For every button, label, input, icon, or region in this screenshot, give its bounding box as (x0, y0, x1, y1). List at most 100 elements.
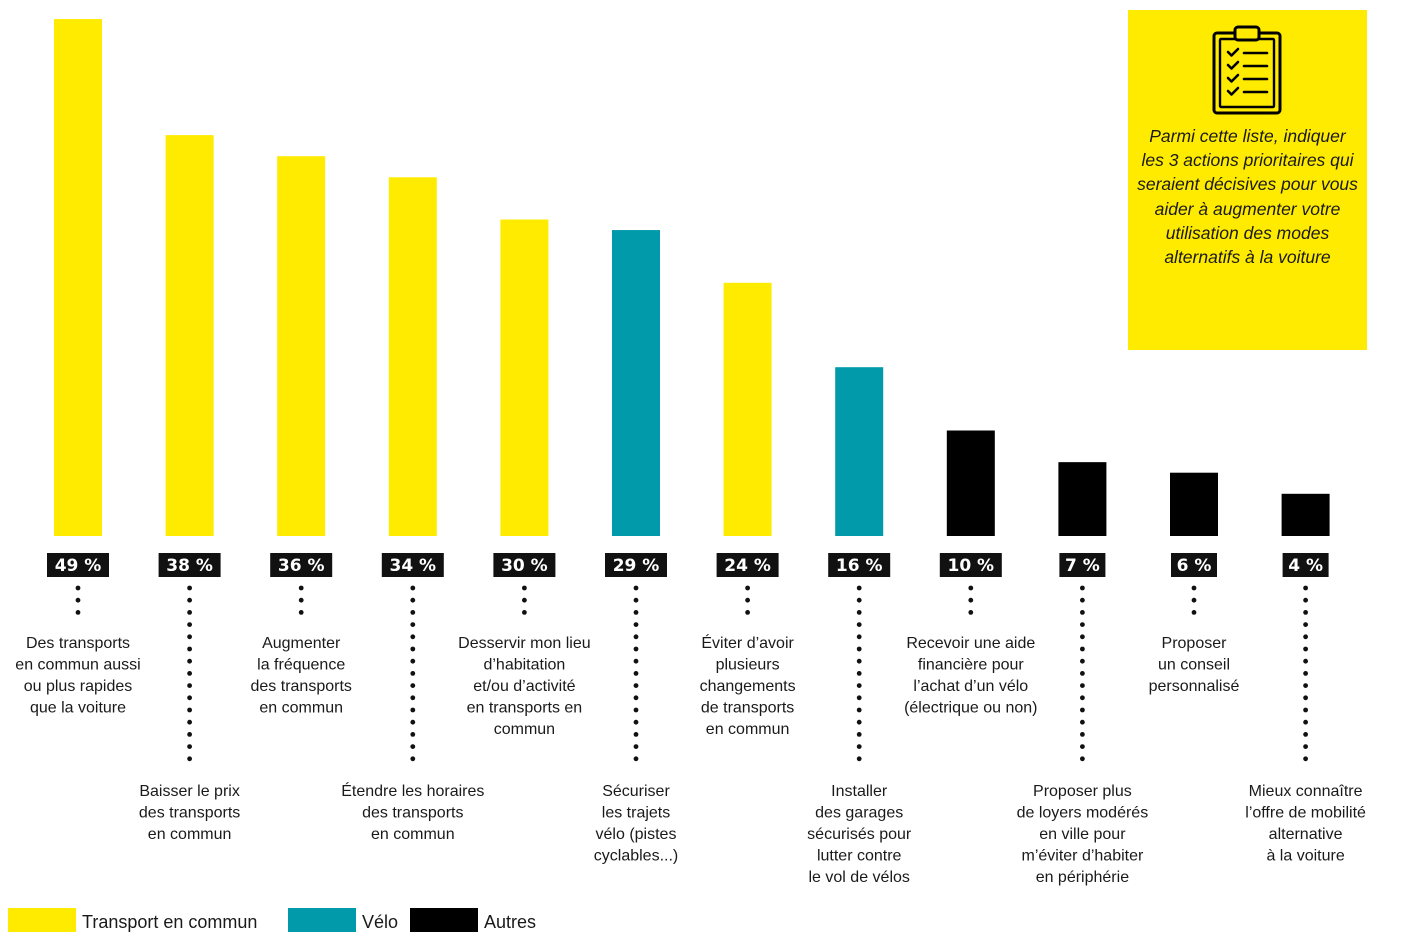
legend-label-autres: Autres (484, 912, 537, 932)
leader-dot (187, 719, 193, 725)
leader-dot (1080, 634, 1085, 640)
leader-dot (856, 610, 862, 615)
value-badge-7 (716, 553, 779, 577)
legend-swatch-transport (8, 908, 76, 932)
value-label-8: 16 % (836, 556, 883, 576)
leader-dot (410, 646, 416, 652)
leader-dot (633, 646, 639, 652)
leader-dot (633, 622, 639, 627)
leader-dot (968, 597, 974, 603)
leader-dot (633, 671, 639, 676)
bar-5 (500, 219, 549, 536)
clipboard-checklist-icon (1212, 25, 1282, 115)
leader-lines (75, 585, 1308, 762)
leader-dot (968, 610, 974, 615)
leader-dot (75, 597, 81, 603)
leader-dot (633, 719, 639, 725)
leader-dot (633, 756, 639, 762)
value-badge-5 (493, 553, 556, 577)
bar-12 (1281, 493, 1330, 536)
category-label-8: Installer des garages sécurisés pour lutter… (807, 783, 912, 886)
leader-dot (187, 646, 193, 652)
leader-dot (410, 597, 416, 603)
value-label-1: 49 % (55, 556, 102, 576)
leader-dot (187, 658, 193, 664)
category-label-5: Desservir mon lieu d’habitation et/ou d’ac… (458, 635, 590, 738)
leader-dot (410, 683, 416, 688)
leader-dot (1303, 707, 1308, 713)
leader-dot (410, 610, 416, 615)
bars (54, 19, 1330, 537)
leader-dot (856, 585, 862, 591)
bar-4 (388, 177, 437, 537)
bar-3 (277, 156, 326, 536)
bar-11 (1170, 472, 1218, 536)
leader-dot (187, 597, 193, 603)
leader-dot (187, 707, 193, 713)
leader-dot (1303, 658, 1308, 664)
category-label-1: Des transports en commun aussi ou plus rap… (15, 635, 140, 717)
value-labels: 49 % 38 % 36 % 34 % 30 % 29 % 24 % 16 % 10 % 7 % 6… (47, 553, 1329, 577)
leader-dot (187, 634, 193, 640)
leader-dot (745, 597, 750, 603)
leader-dot (856, 683, 862, 688)
leader-dot (745, 610, 750, 615)
leader-dot (187, 585, 193, 591)
leader-dot (1080, 622, 1085, 627)
leader-dot (1191, 597, 1197, 603)
leader-dot (633, 658, 639, 664)
leader-dot (856, 634, 862, 640)
legend: Transport en commun Vélo Autres (8, 906, 1398, 936)
leader-dot (1303, 671, 1308, 676)
leader-dot (856, 671, 862, 676)
value-label-12: 4 % (1288, 556, 1323, 576)
leader-dot (1080, 719, 1085, 725)
category-label-3: Augmenter la fréquence des transports en co… (251, 635, 352, 717)
leader-dot (1303, 622, 1308, 627)
leader-dot (410, 658, 416, 664)
leader-dot (1303, 719, 1308, 725)
leader-dot (856, 597, 862, 603)
category-labels: Des transports en commun aussi ou plus rap… (15, 633, 1366, 886)
leader-dot (1080, 744, 1085, 749)
leader-dot (1303, 585, 1308, 591)
legend-label-transport: Transport en commun (82, 912, 258, 932)
leader-dot (1303, 683, 1308, 688)
value-badge-12 (1282, 553, 1329, 577)
bar-10 (1058, 462, 1107, 536)
value-badge-11 (1171, 553, 1217, 577)
leader-dot (1080, 707, 1085, 713)
leader-dot (856, 695, 862, 701)
leader-dot (187, 622, 193, 627)
category-label-2: Baisser le prix des transports en commun (139, 783, 240, 843)
leader-dot (856, 719, 862, 725)
leader-dot (410, 695, 416, 701)
category-label-9: Recevoir une aide financière pour l’achat … (904, 635, 1037, 717)
leader-dot (1303, 732, 1308, 737)
bar-1 (54, 19, 102, 537)
value-label-5: 30 % (501, 556, 548, 576)
bar-6 (612, 230, 660, 537)
leader-dot (1303, 744, 1308, 749)
leader-dot (1080, 695, 1085, 701)
bar-2 (165, 135, 214, 536)
category-label-10: Proposer plus de loyers modérés en ville p… (1017, 783, 1149, 886)
leader-dot (410, 622, 416, 627)
category-label-7: Éviter d’avoir plusieurs changements de tra… (700, 633, 796, 738)
leader-dot (75, 585, 81, 591)
leader-dot (1191, 585, 1197, 591)
leader-dot (1080, 732, 1085, 737)
leader-dot (187, 683, 193, 688)
leader-dot (410, 671, 416, 676)
value-label-4: 34 % (389, 556, 436, 576)
legend-swatch-autres (410, 908, 478, 932)
legend-label-velo: Vélo (362, 912, 399, 932)
leader-dot (856, 622, 862, 627)
leader-dot (633, 634, 639, 640)
leader-dot (298, 610, 304, 615)
value-label-2: 38 % (166, 556, 213, 576)
leader-dot (1080, 658, 1085, 664)
leader-dot (856, 744, 862, 749)
leader-dot (633, 732, 639, 737)
leader-dot (633, 683, 639, 688)
